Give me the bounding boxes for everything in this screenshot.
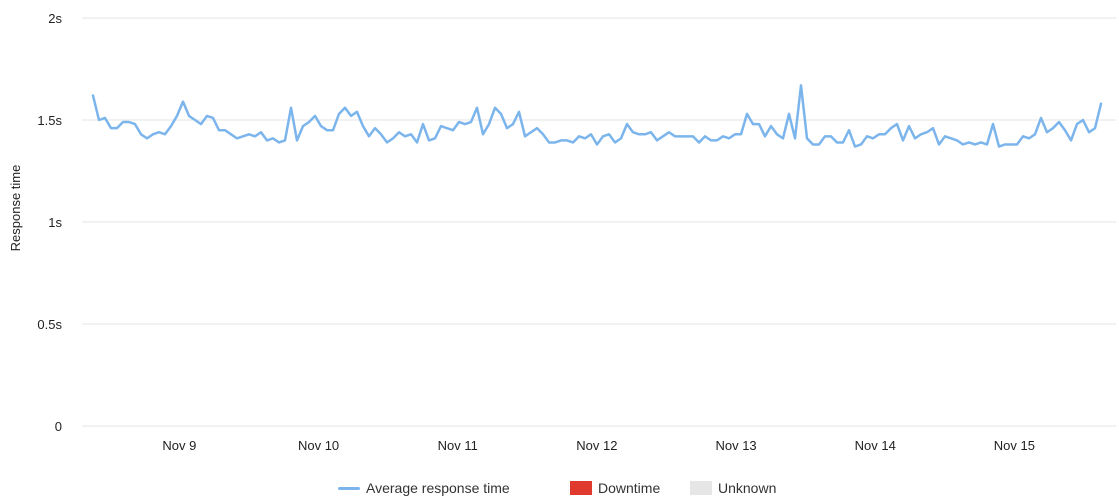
series-line-average-response-time — [91, 84, 1103, 148]
y-tick-label: 1s — [48, 215, 62, 230]
y-axis-ticks: 0 0.5s 1s 1.5s 2s — [37, 11, 62, 434]
legend: Average response time Downtime Unknown — [0, 478, 1119, 498]
y-tick-label: 0 — [55, 419, 62, 434]
legend-item-average-response-time[interactable]: Average response time — [338, 478, 510, 498]
x-tick-label: Nov 11 — [438, 438, 478, 453]
legend-item-unknown[interactable]: Unknown — [690, 478, 776, 498]
y-axis-label: Response time — [8, 165, 23, 252]
x-tick-label: Nov 14 — [855, 438, 896, 453]
legend-label: Downtime — [598, 480, 661, 496]
grid-lines — [82, 17, 1116, 427]
x-tick-label: Nov 13 — [715, 438, 756, 453]
x-axis-ticks: Nov 9 Nov 10 Nov 11 Nov 12 Nov 13 Nov 14 Nov 1… — [162, 438, 1035, 453]
x-tick-label: Nov 10 — [298, 438, 339, 453]
legend-label: Unknown — [718, 480, 777, 496]
y-tick-label: 2s — [48, 11, 62, 26]
x-tick-label: Nov 15 — [994, 438, 1035, 453]
x-tick-label: Nov 12 — [576, 438, 617, 453]
legend-swatch-downtime — [570, 481, 592, 495]
legend-line-marker — [338, 486, 360, 490]
legend-label: Average response time — [366, 480, 510, 496]
y-tick-label: 1.5s — [37, 113, 62, 128]
x-tick-label: Nov 9 — [162, 438, 196, 453]
legend-swatch-unknown — [690, 481, 712, 495]
y-tick-label: 0.5s — [37, 317, 62, 332]
legend-item-downtime[interactable]: Downtime — [570, 478, 660, 498]
